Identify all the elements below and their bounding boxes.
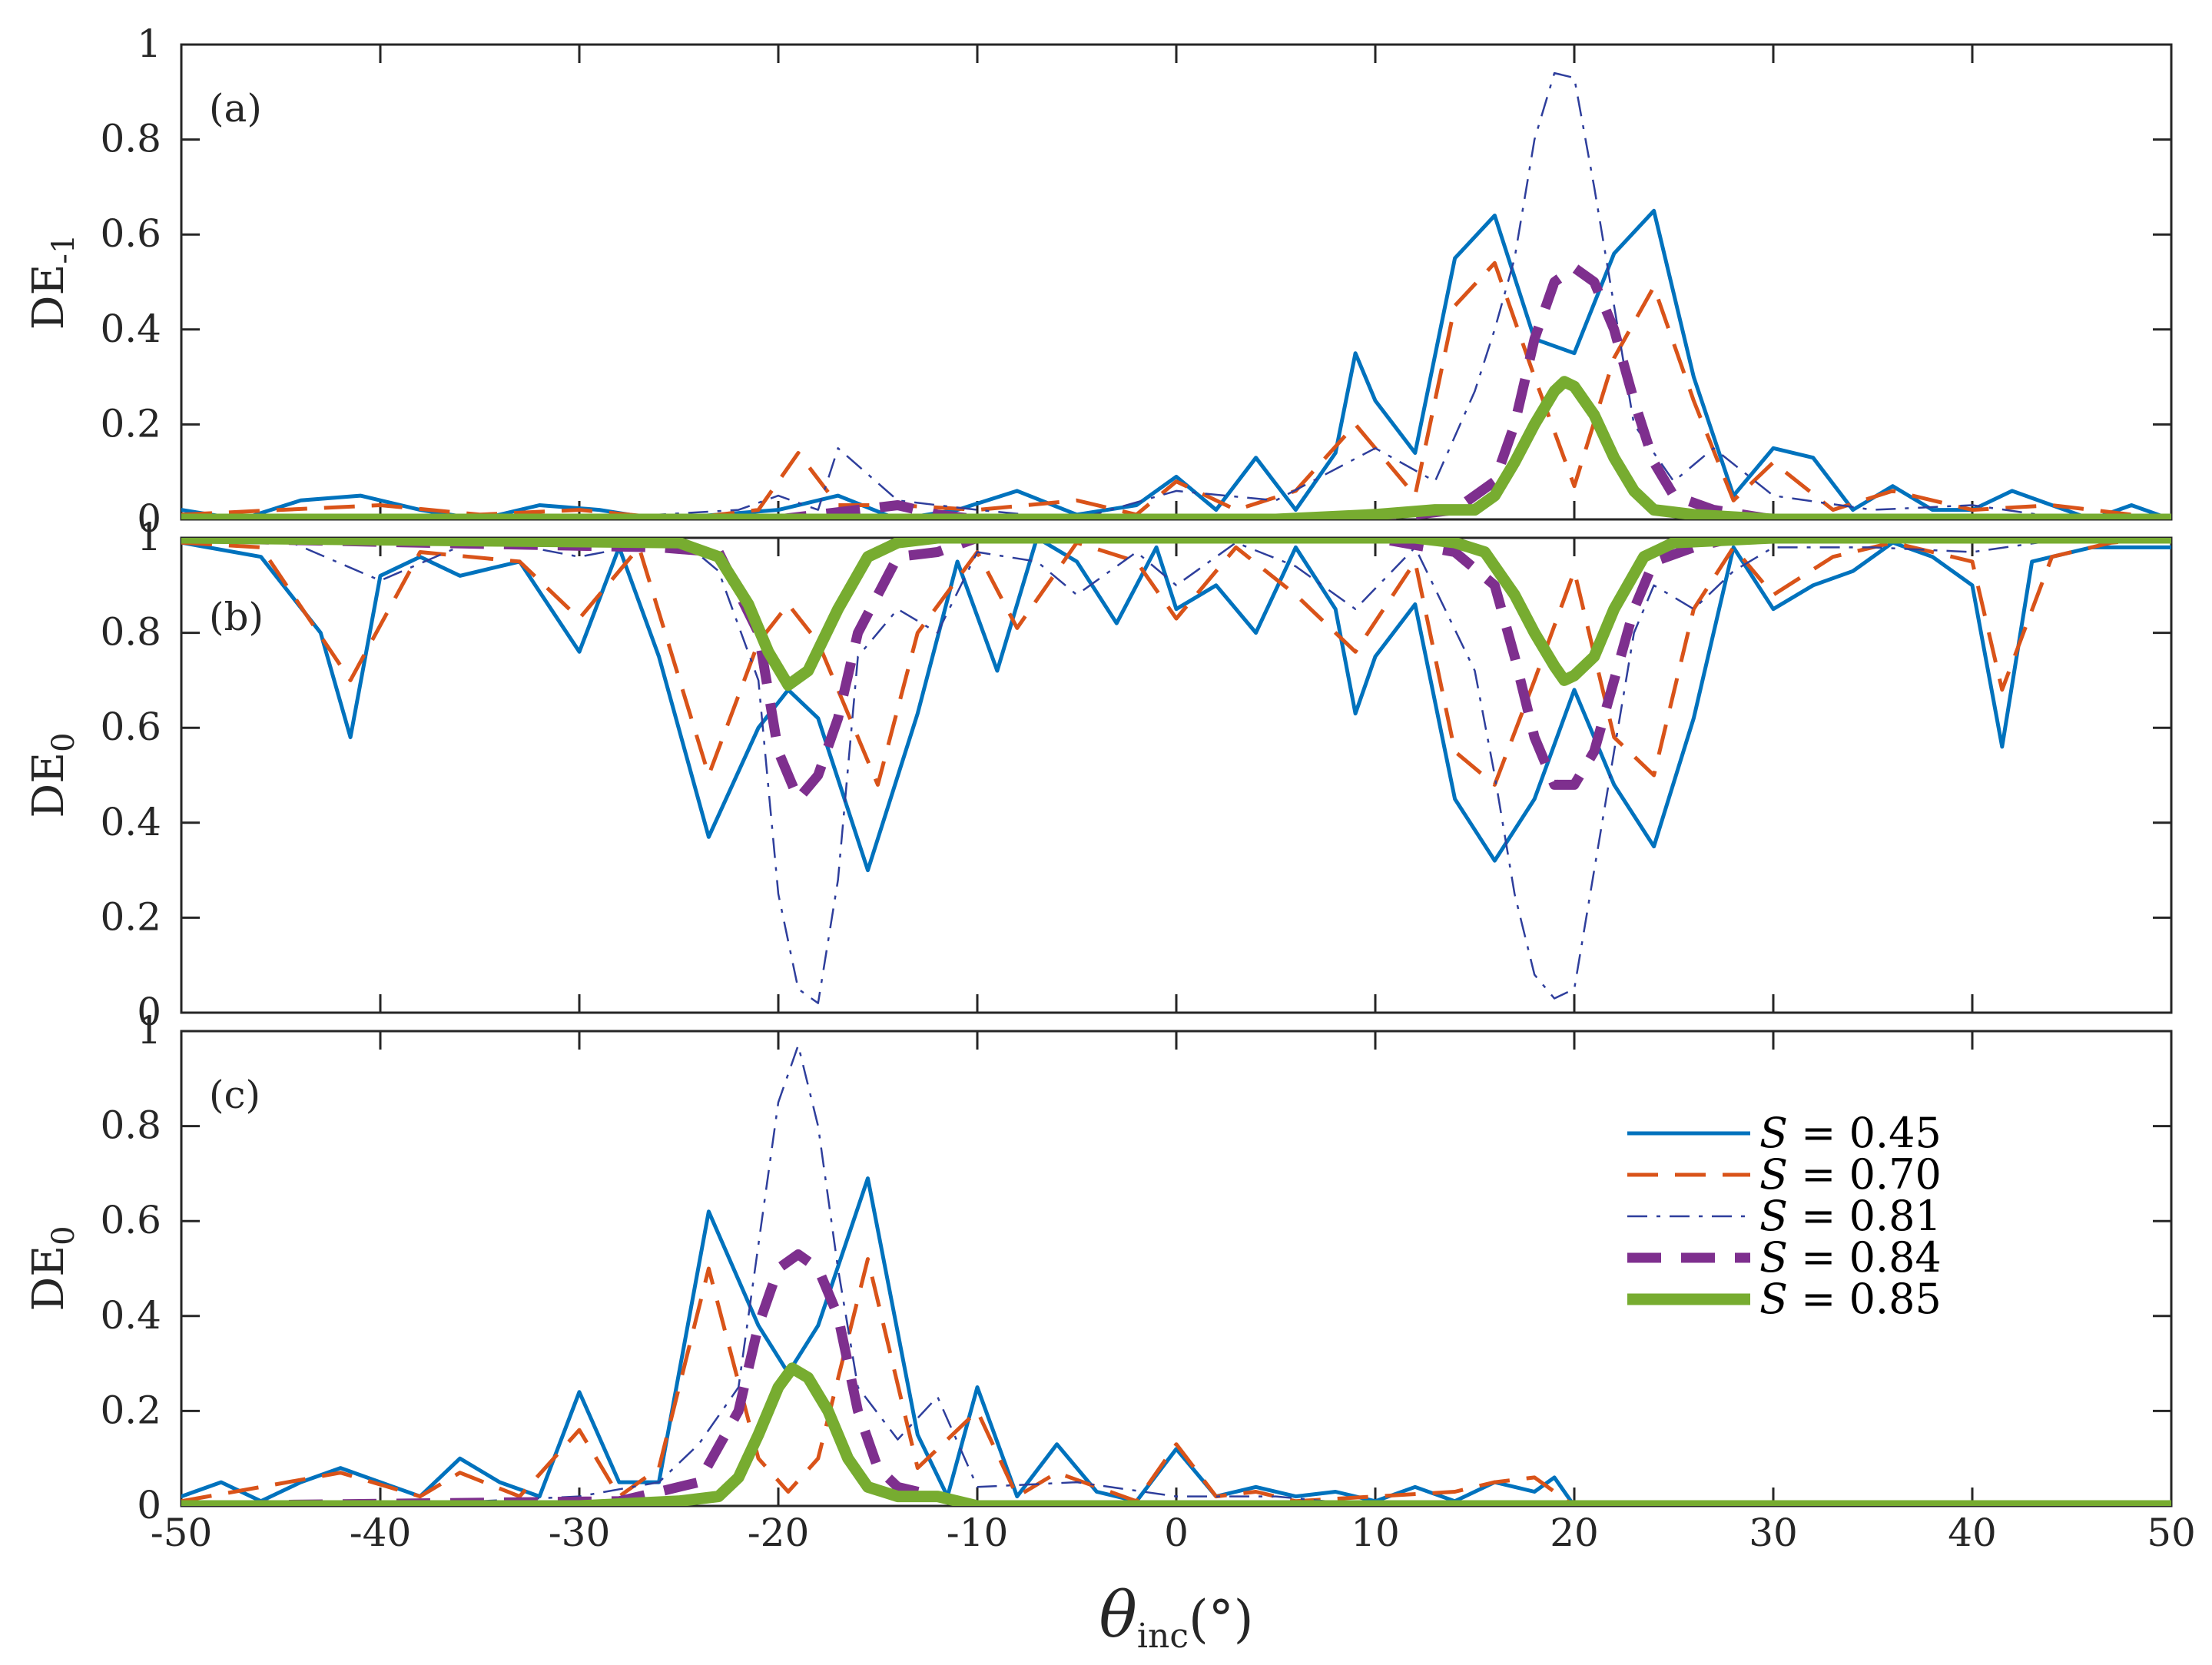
y-tick-label: 0.6 xyxy=(100,1198,161,1242)
y-tick-label: 1 xyxy=(137,22,161,66)
x-axis-label: θinc(°) xyxy=(1099,1579,1254,1656)
y-tick-label: 0 xyxy=(137,990,161,1034)
legend-label-1: S = 0.45 xyxy=(1759,1109,1942,1157)
y-axis-label: DE0 xyxy=(24,732,81,818)
legend-label-4: S = 0.84 xyxy=(1759,1233,1942,1282)
series-line-4 xyxy=(181,263,2171,519)
panel-label: (b) xyxy=(209,595,264,639)
series-line-2 xyxy=(181,538,2171,787)
y-tick-label: 0.2 xyxy=(100,1388,161,1432)
axes-box xyxy=(180,43,2173,521)
panel-label: (a) xyxy=(209,86,262,131)
x-tick-label: 30 xyxy=(1749,1511,1798,1555)
x-tick-label: 0 xyxy=(1164,1511,1189,1555)
y-tick-label: 0.6 xyxy=(100,705,161,749)
legend-label-5: S = 0.85 xyxy=(1759,1275,1942,1323)
x-tick-label: -20 xyxy=(748,1511,810,1555)
panel-a: 0 0.2 0.4 0.6 0.8 1 (a) DE-1 xyxy=(24,22,2173,541)
series-line-1 xyxy=(181,538,2171,873)
panel-c: 0 0.2 0.4 0.6 0.8 1 (c) DE0 xyxy=(24,1008,2173,1527)
series-line-4 xyxy=(181,538,2171,804)
axes-box xyxy=(180,1030,2173,1507)
x-tick-label: -50 xyxy=(151,1511,213,1555)
y-tick-label: 1 xyxy=(137,515,161,559)
y-tick-label: 0.6 xyxy=(100,211,161,256)
y-tick-label: 0.4 xyxy=(100,307,161,351)
series-line-5 xyxy=(181,376,2171,519)
x-tick-labels: -50 -40 -30 -20 -10 0 10 20 30 40 50 xyxy=(151,1511,2196,1555)
y-tick-label: 0.2 xyxy=(100,401,161,446)
x-tick-label: 40 xyxy=(1948,1511,1997,1555)
legend-label-2: S = 0.70 xyxy=(1759,1150,1942,1199)
y-tick-label: 1 xyxy=(137,1008,161,1053)
series-line-5 xyxy=(181,538,2171,692)
y-tick-labels: 0 0.2 0.4 0.6 0.8 1 xyxy=(100,515,161,1034)
y-tick-label: 0 xyxy=(137,1483,161,1527)
y-tick-labels: 0 0.2 0.4 0.6 0.8 1 xyxy=(100,22,161,541)
series-group xyxy=(181,71,2171,519)
series-group xyxy=(181,538,2171,1004)
series-line-1 xyxy=(181,1176,2171,1506)
x-tick-label: 10 xyxy=(1351,1511,1400,1555)
y-tick-label: 0.8 xyxy=(100,610,161,655)
series-group xyxy=(181,1044,2171,1506)
series-line-3 xyxy=(181,538,2171,1004)
legend-label-3: S = 0.81 xyxy=(1759,1192,1942,1240)
legend: S = 0.45S = 0.70S = 0.81S = 0.84S = 0.85 xyxy=(1627,1109,1942,1323)
x-tick-label: 50 xyxy=(2147,1511,2196,1555)
y-axis-label: DE-1 xyxy=(24,234,81,330)
y-tick-label: 0.8 xyxy=(100,117,161,161)
panel-label: (c) xyxy=(209,1073,260,1117)
series-line-1 xyxy=(181,208,2171,519)
y-tick-label: 0.2 xyxy=(100,894,161,939)
y-tick-label: 0.8 xyxy=(100,1103,161,1148)
series-line-2 xyxy=(181,1257,2171,1506)
y-tick-labels: 0 0.2 0.4 0.6 0.8 1 xyxy=(100,1008,161,1527)
y-tick-label: 0 xyxy=(137,496,161,541)
series-line-3 xyxy=(181,1044,2171,1506)
x-tick-label: -30 xyxy=(549,1511,611,1555)
y-tick-label: 0.4 xyxy=(100,800,161,844)
series-line-5 xyxy=(181,1362,2171,1506)
y-axis-label: DE0 xyxy=(24,1226,81,1311)
x-tick-label: -40 xyxy=(350,1511,412,1555)
series-line-3 xyxy=(181,71,2171,519)
panel-b: 0 0.2 0.4 0.6 0.8 1 (b) DE0 xyxy=(24,515,2173,1034)
y-tick-label: 0.4 xyxy=(100,1293,161,1338)
x-tick-label: -10 xyxy=(947,1511,1009,1555)
x-tick-label: 20 xyxy=(1550,1511,1599,1555)
